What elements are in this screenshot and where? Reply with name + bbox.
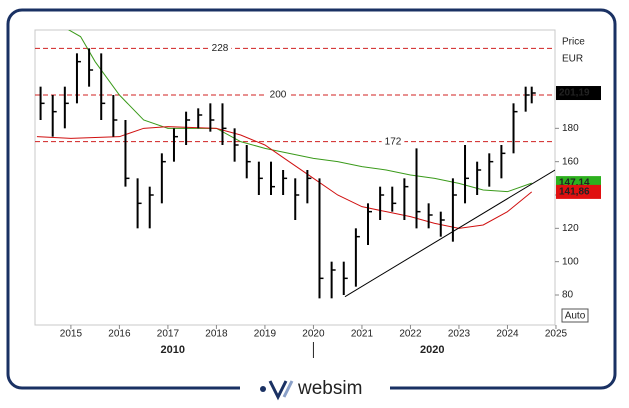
y-tick-label: 100: [562, 256, 579, 267]
x-tick-label: 2017: [157, 329, 180, 340]
plot-area: [34, 29, 556, 326]
auto-button[interactable]: [561, 308, 589, 323]
trendline: [344, 169, 555, 298]
moving-average: [67, 30, 532, 193]
y-label: Price: [562, 37, 585, 48]
x-tick-label: 2019: [254, 329, 277, 340]
x-tick-label: 2025: [545, 329, 568, 340]
x-tick-label: 2023: [448, 329, 471, 340]
plot: 228 200 172: [35, 30, 555, 299]
auto-button-label[interactable]: Auto: [565, 311, 586, 322]
price-marker-label: 141,86: [559, 187, 590, 198]
decade-label: 2010: [161, 344, 185, 356]
brand: websim: [297, 378, 362, 399]
y-tick-label: 120: [562, 223, 579, 234]
price-marker-label: 147,14: [559, 178, 590, 189]
unit-label: EUR: [562, 54, 583, 65]
logo-icon: [260, 380, 294, 401]
level-label: 172: [385, 136, 402, 147]
x-tick-label: 2015: [60, 329, 83, 340]
x-tick-label: 2016: [108, 329, 131, 340]
y-tick-label: 160: [562, 156, 579, 167]
x-tick-label: 2018: [205, 329, 228, 340]
level-label-bg: [266, 89, 290, 101]
price-marker: [556, 184, 601, 199]
x-tick-label: 2021: [351, 329, 374, 340]
x-tick-label: 2022: [399, 329, 422, 340]
level-label-bg: [381, 135, 405, 148]
price-marker: [556, 86, 601, 101]
x-tick-label: 2020: [302, 329, 325, 340]
decade-label: 2020: [420, 344, 444, 356]
level-label-bg: [208, 42, 232, 55]
price-marker-label: 201,19: [559, 88, 590, 99]
y-tick-label: 80: [562, 290, 574, 301]
level-label: 228: [212, 43, 229, 54]
level-label: 200: [270, 90, 287, 101]
y-tick-label: 180: [562, 123, 579, 134]
x-tick-label: 2024: [496, 329, 519, 340]
